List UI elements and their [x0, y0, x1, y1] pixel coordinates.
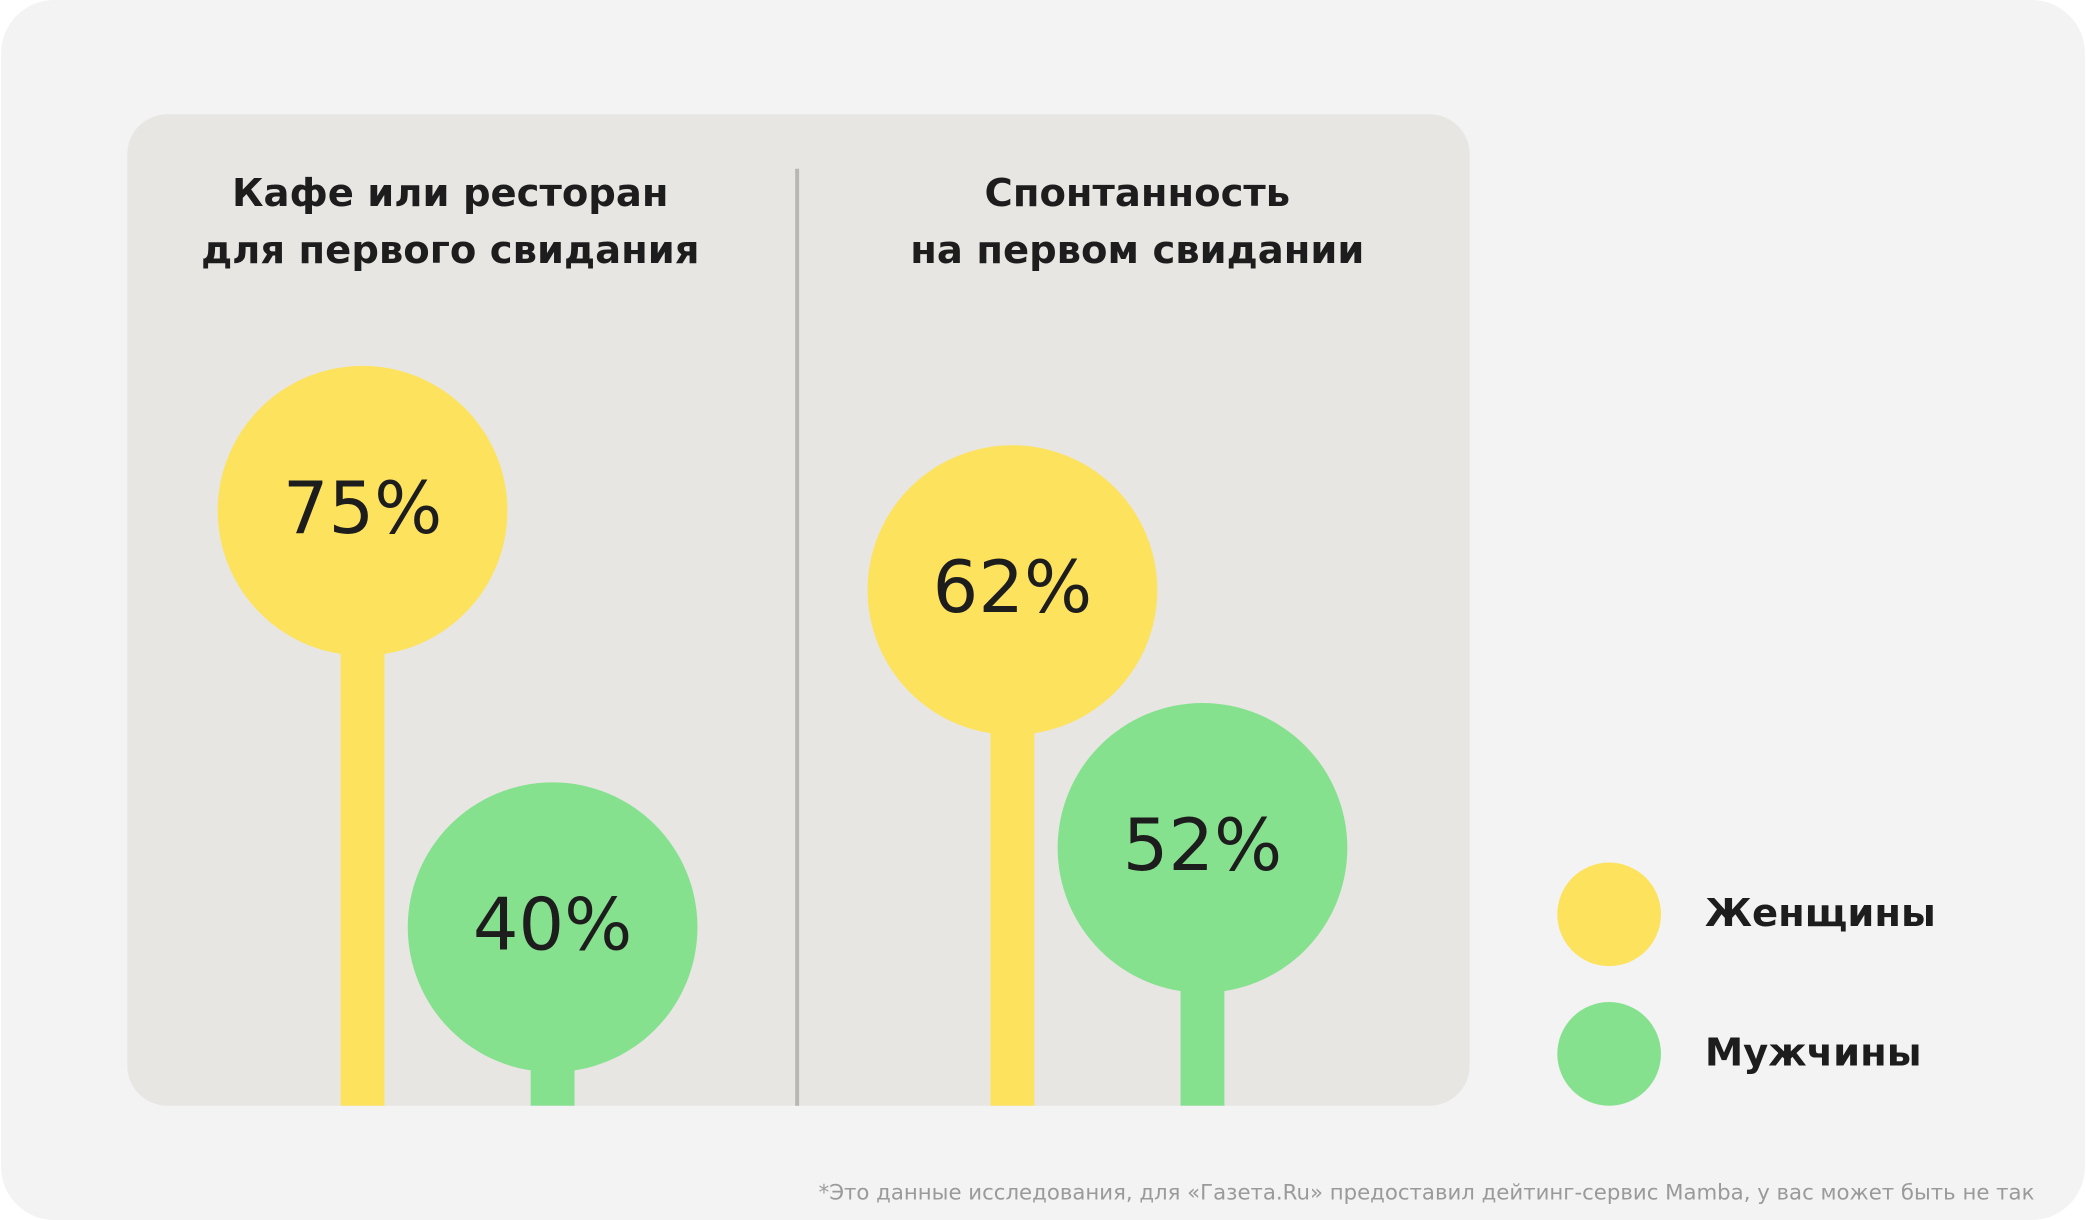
lollipop-head [1057, 703, 1348, 993]
lollipop-head [217, 365, 508, 656]
lollipop-head [867, 445, 1158, 735]
chart-title: Спонтанность [985, 171, 1291, 216]
footnote: *Это данные исследования, для «Газета.Ru… [819, 1180, 2035, 1205]
value-label: 62% [933, 545, 1092, 629]
legend-swatch [1557, 1002, 1661, 1106]
lollipop-head [407, 782, 698, 1073]
legend-label: Женщины [1705, 891, 1936, 936]
chart-title: для первого свидания [201, 228, 699, 273]
chart-title: на первом свидании [910, 228, 1364, 273]
legend: Женщины Мужчины [1557, 862, 1936, 1106]
legend-swatch [1557, 862, 1661, 967]
legend-label: Мужчины [1705, 1031, 1922, 1076]
chart-title: Кафе или ресторан [232, 171, 668, 216]
value-label: 40% [473, 882, 632, 966]
value-label: 52% [1123, 803, 1282, 887]
value-label: 75% [283, 466, 442, 550]
